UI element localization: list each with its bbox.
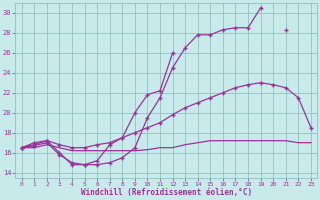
X-axis label: Windchill (Refroidissement éolien,°C): Windchill (Refroidissement éolien,°C) bbox=[81, 188, 252, 197]
